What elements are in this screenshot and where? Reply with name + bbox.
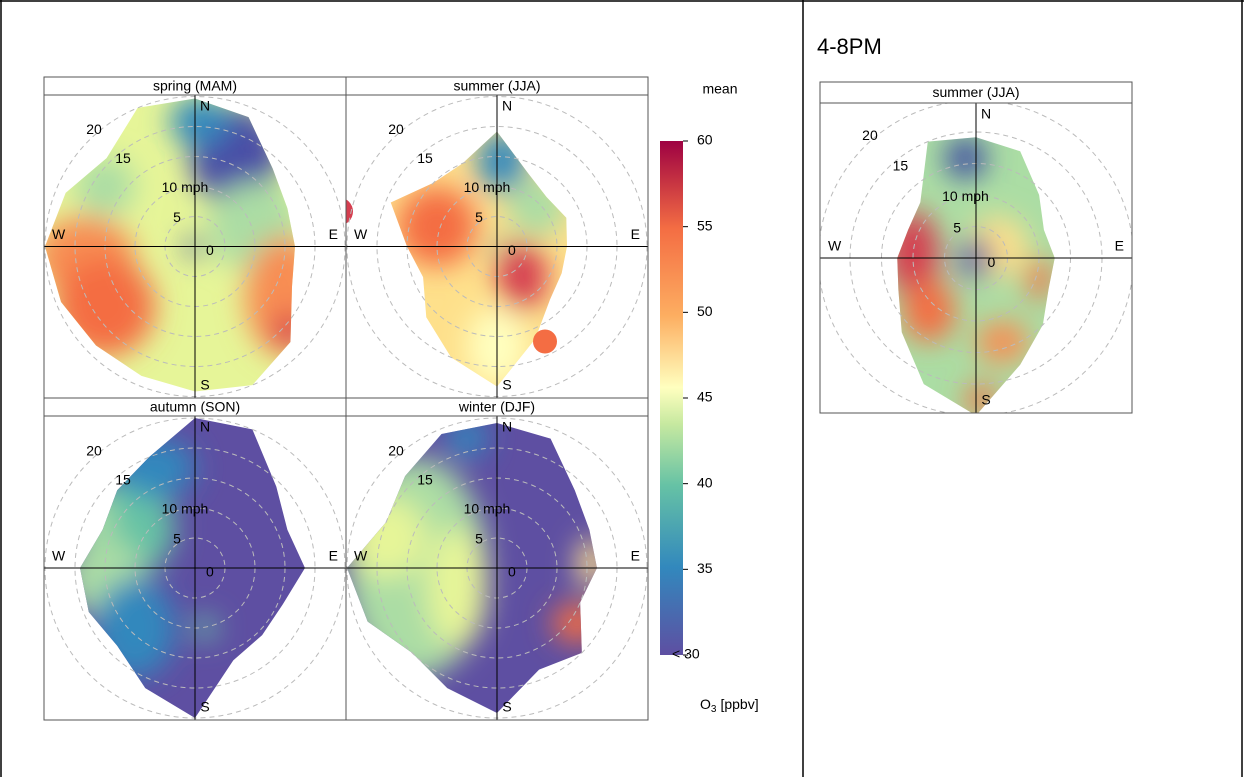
surface-patch (80, 498, 115, 538)
panel-title: summer (JJA) (932, 84, 1019, 100)
panel-title: autumn (SON) (150, 399, 240, 415)
panel-strip (345, 397, 649, 417)
panel-title: spring (MAM) (153, 78, 237, 94)
surface-patch (170, 98, 230, 147)
compass-label: W (354, 226, 368, 242)
ring-label: 15 (115, 472, 131, 488)
compass-label: E (631, 548, 640, 564)
ring-label: 5 (953, 219, 961, 235)
surface-patch (497, 241, 547, 312)
polar-panel: summer (JJA) N E S W 0 5 10 mph 15 20 (345, 76, 649, 399)
surface (45, 98, 295, 392)
ring-label: 0 (508, 564, 516, 580)
colorbar-label: 45 (697, 389, 713, 405)
compass-label: E (631, 226, 640, 242)
compass-label: S (502, 699, 511, 715)
ring-label: 5 (173, 531, 181, 547)
polar-panel: winter (DJF) N E S W 0 5 10 mph 15 20 (345, 397, 649, 721)
plot-area (346, 96, 648, 397)
colorbar-label: 35 (697, 560, 713, 576)
compass-label: S (981, 392, 990, 408)
compass-label: N (502, 98, 512, 114)
compass-label: S (200, 699, 209, 715)
panel-strip (819, 81, 1133, 104)
surface-patch (577, 538, 597, 588)
ring-label: 20 (86, 443, 102, 459)
ring-label: 15 (115, 150, 131, 166)
surface-patch (347, 498, 427, 578)
ring-label: 15 (893, 157, 909, 173)
surface-patch (115, 438, 195, 498)
colorbar (660, 141, 683, 655)
ring-label: 20 (388, 443, 404, 459)
compass-label: S (502, 377, 511, 393)
compass-label: N (200, 98, 210, 114)
ring-label: 10 mph (162, 501, 209, 517)
plot-area (44, 96, 346, 397)
panel-title: summer (JJA) (453, 78, 540, 94)
colorbar-label: 50 (697, 303, 713, 319)
compass-label: W (52, 226, 66, 242)
compass-label: E (1115, 238, 1124, 254)
surface-patch (245, 236, 295, 357)
compass-label: N (200, 419, 210, 435)
ring-label: 0 (988, 254, 996, 270)
compass-label: W (828, 238, 842, 254)
ring-label: 10 mph (464, 179, 511, 195)
surface-patch (427, 528, 487, 648)
colorbar-label: 40 (697, 474, 713, 490)
surface-patch (1026, 258, 1052, 300)
legend-title: mean (702, 81, 737, 97)
ring-label: 15 (417, 472, 433, 488)
ring-label: 20 (388, 121, 404, 137)
ring-label: 20 (862, 127, 878, 143)
compass-label: N (981, 106, 991, 122)
surface-patch (95, 578, 175, 678)
panel-title: winter (DJF) (458, 399, 535, 415)
compass-label: W (354, 548, 368, 564)
polar-panel: summer (JJA) N E S W 0 5 10 mph 15 20 (819, 81, 1133, 414)
compass-label: W (52, 548, 66, 564)
ring-label: 0 (508, 242, 516, 258)
surface-patch (272, 313, 295, 350)
surface-patch (902, 279, 955, 342)
surface-patch (397, 186, 477, 267)
ring-label: 0 (206, 242, 214, 258)
ring-label: 5 (475, 531, 483, 547)
compass-label: N (502, 419, 512, 435)
ring-label: 5 (173, 209, 181, 225)
surface-spot (346, 199, 353, 224)
surface-patch (507, 176, 567, 237)
ring-label: 10 mph (942, 188, 989, 204)
polar-panel: autumn (SON) N E S W 0 5 10 mph 15 20 (43, 397, 347, 721)
compass-label: E (329, 226, 338, 242)
ring-label: 0 (206, 564, 214, 580)
colorbar-label: < 30 (672, 646, 700, 662)
colorbar-label: 55 (697, 217, 713, 233)
cell-title: 4-8PM (817, 34, 882, 59)
surface-patch (193, 616, 217, 640)
surface-patch (976, 321, 1029, 363)
ring-label: 20 (86, 121, 102, 137)
colorbar-label: 60 (697, 132, 713, 148)
legend-unit: O3 [ppbv] (700, 696, 759, 715)
surface-patch (552, 603, 597, 643)
ring-label: 5 (475, 209, 483, 225)
ring-label: 15 (417, 150, 433, 166)
compass-label: S (200, 377, 209, 393)
surface-spot (533, 329, 557, 354)
polar-panel: spring (MAM) N E S W 0 5 10 mph 15 20 (43, 76, 347, 399)
ring-label: 10 mph (162, 179, 209, 195)
panel-strip (345, 76, 649, 96)
surface-patch (944, 137, 987, 180)
compass-label: E (329, 548, 338, 564)
ring-label: 10 mph (464, 501, 511, 517)
